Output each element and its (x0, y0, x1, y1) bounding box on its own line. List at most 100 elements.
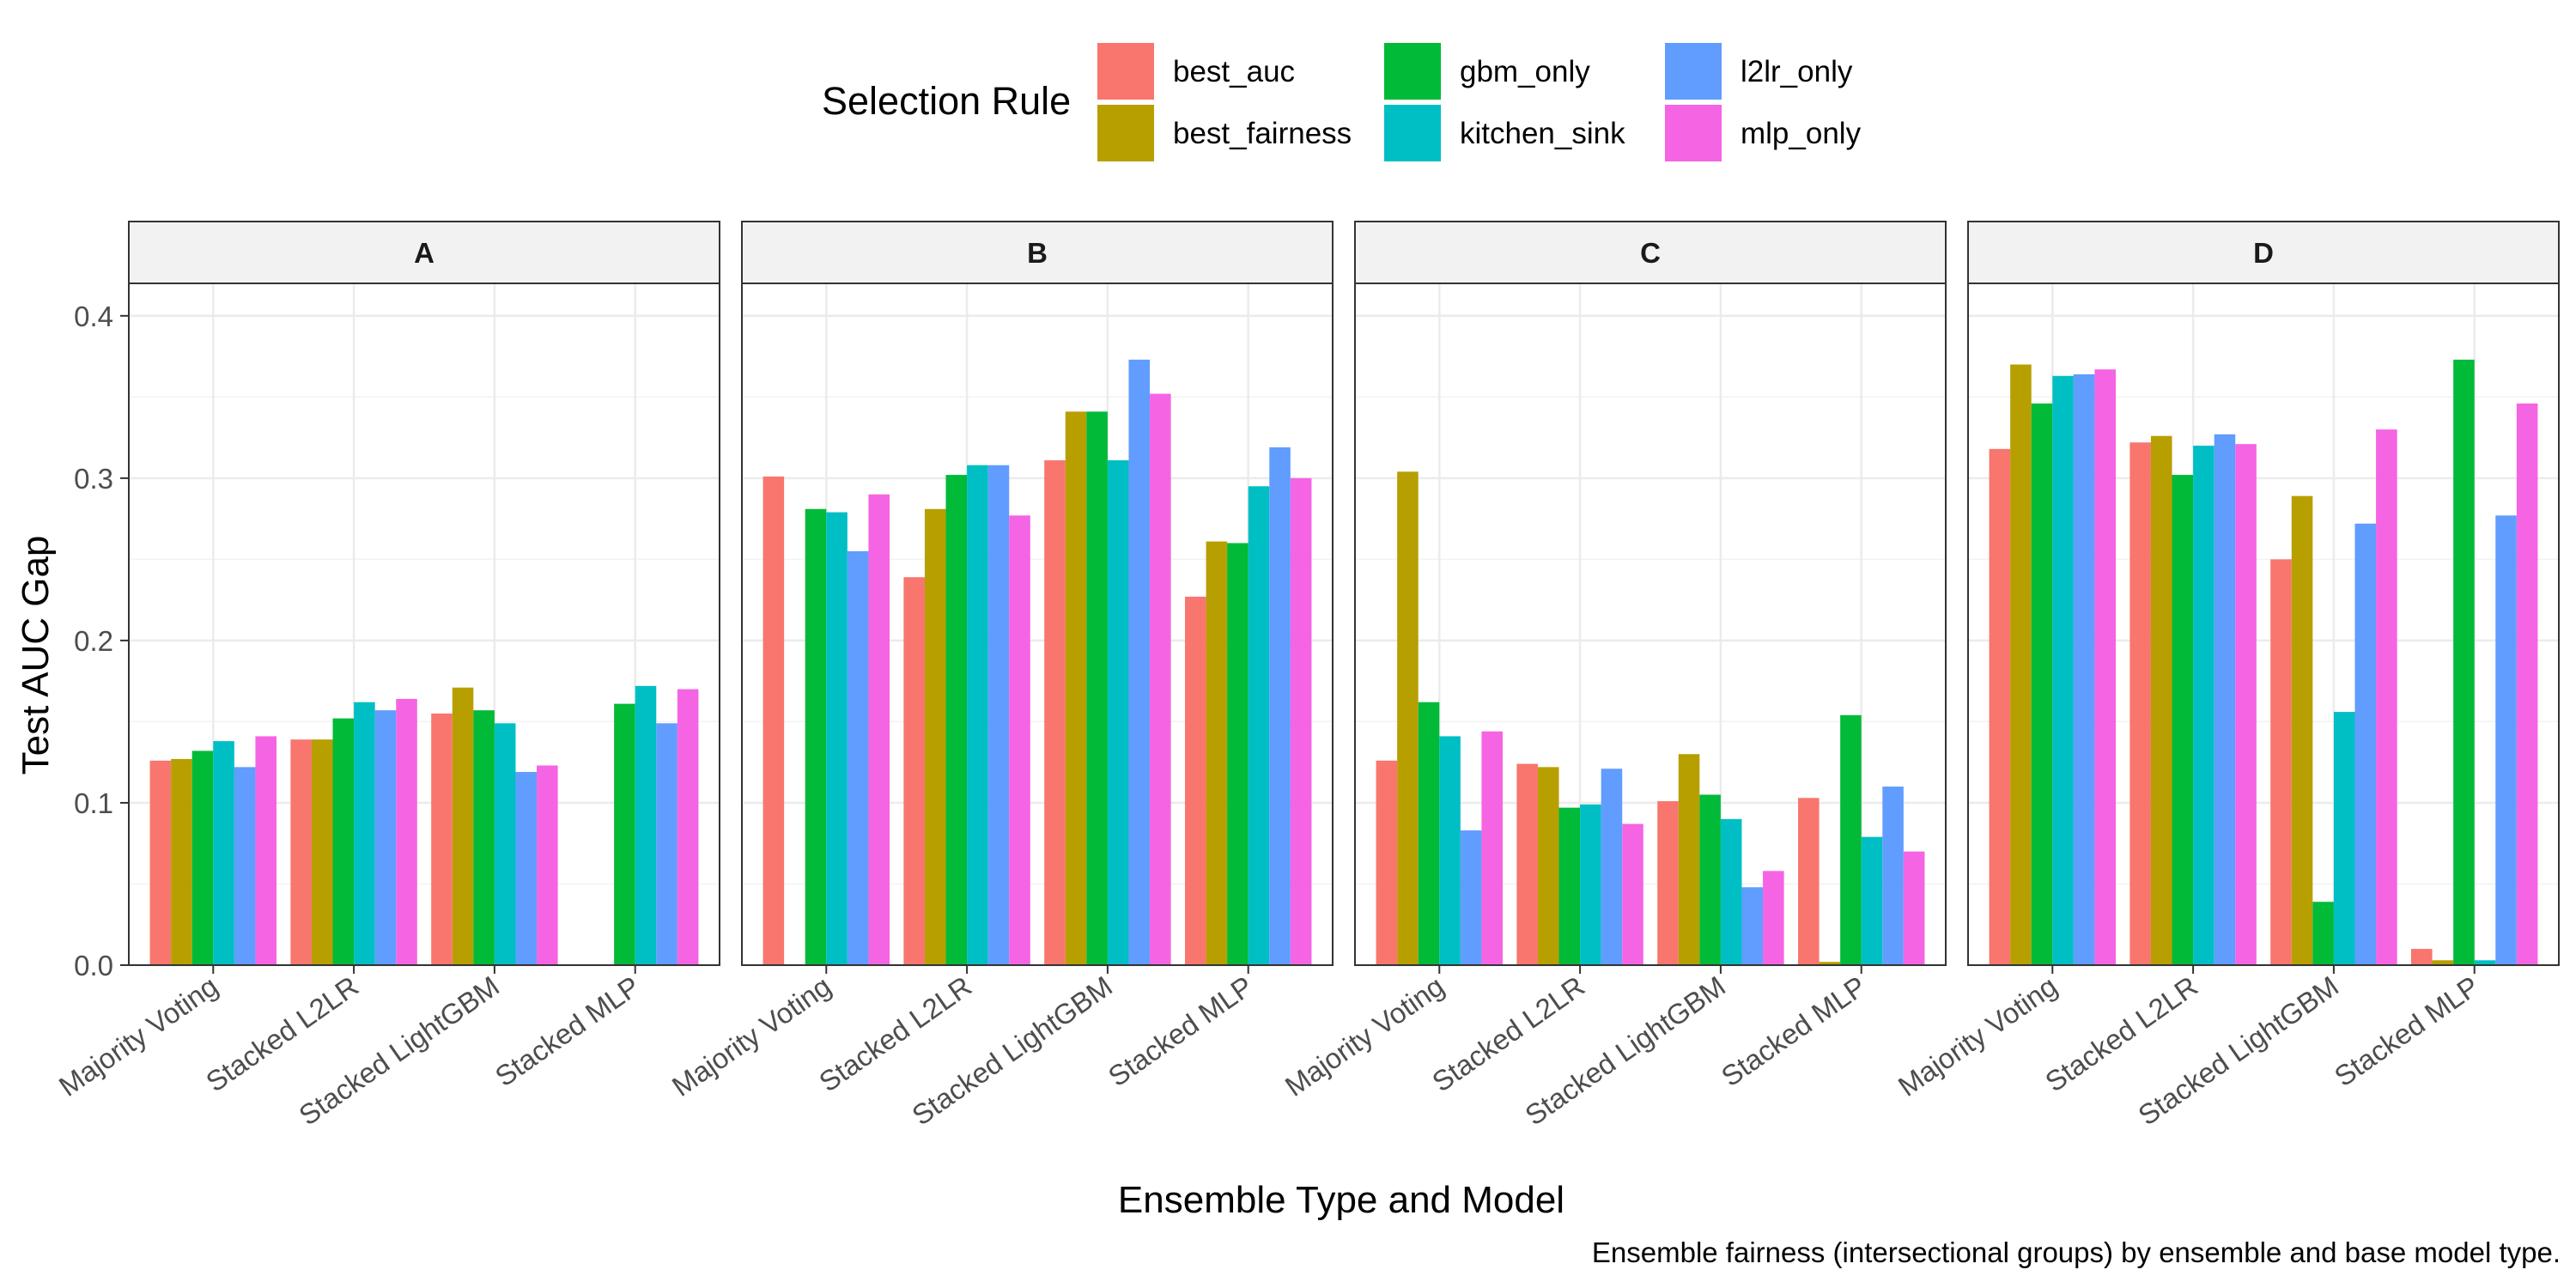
bar-D-stacked-mlp-l2lr_only (2495, 515, 2517, 965)
legend-key-kitchen_sink (1384, 105, 1441, 161)
legend-key-l2lr_only (1665, 43, 1722, 100)
bar-C-majority-voting-l2lr_only (1460, 830, 1482, 965)
legend-items: best_auc best_fairness gbm_only kitchen_sin… (1097, 43, 1862, 161)
bar-B-stacked-l2lr-best_fairness (924, 508, 946, 965)
panel-border-D (1967, 283, 2560, 966)
bar-A-stacked-l2lr-mlp_only (396, 698, 417, 965)
bar-D-majority-voting-gbm_only (2031, 403, 2053, 965)
bar-D-majority-voting-kitchen_sink (2052, 375, 2074, 965)
bar-C-stacked-mlp-mlp_only (1903, 851, 1925, 965)
bar-D-stacked-mlp-kitchen_sink (2474, 960, 2496, 965)
bar-A-majority-voting-gbm_only (191, 750, 214, 965)
bar-D-stacked-mlp-best_auc (2411, 949, 2433, 965)
x-axis-title: Ensemble Type and Model (1118, 1179, 1564, 1221)
bar-D-stacked-mlp-best_fairness (2432, 960, 2454, 965)
bar-B-stacked-l2lr-l2lr_only (987, 465, 1010, 965)
legend-item-best_fairness: best_fairness (1097, 105, 1352, 161)
bar-B-majority-voting-kitchen_sink (826, 512, 848, 965)
legend-key-gbm_only (1384, 43, 1441, 100)
bar-D-stacked-lightgbm-best_auc (2270, 559, 2292, 965)
bar-B-stacked-mlp-best_fairness (1206, 541, 1228, 965)
bar-C-stacked-l2lr-best_auc (1516, 763, 1538, 965)
bar-B-stacked-mlp-gbm_only (1227, 543, 1249, 965)
legend-label-best_fairness: best_fairness (1173, 117, 1352, 150)
chart-caption: Ensemble fairness (intersectional groups… (1592, 1236, 2561, 1268)
legend-item-kitchen_sink: kitchen_sink (1384, 105, 1625, 161)
bar-B-stacked-lightgbm-kitchen_sink (1107, 460, 1129, 965)
bar-B-majority-voting-gbm_only (805, 508, 827, 965)
y-tick-label: 0.3 (74, 463, 113, 495)
bar-C-stacked-mlp-l2lr_only (1882, 787, 1904, 965)
bar-C-stacked-mlp-best_auc (1798, 798, 1820, 965)
panel-border-C (1354, 283, 1947, 966)
bar-B-majority-voting-best_auc (762, 476, 785, 965)
bar-C-stacked-l2lr-gbm_only (1558, 807, 1581, 965)
bar-B-stacked-mlp-mlp_only (1290, 477, 1312, 965)
bar-C-stacked-lightgbm-best_auc (1657, 801, 1679, 965)
bar-D-stacked-l2lr-l2lr_only (2214, 434, 2236, 965)
bar-A-stacked-l2lr-gbm_only (332, 718, 355, 965)
bar-B-stacked-lightgbm-gbm_only (1086, 411, 1108, 966)
bar-B-majority-voting-mlp_only (868, 494, 890, 965)
bar-B-stacked-lightgbm-mlp_only (1150, 393, 1171, 965)
legend-label-kitchen_sink: kitchen_sink (1460, 117, 1625, 150)
legend-key-best_fairness (1097, 105, 1154, 161)
strip-label-D: D (2253, 237, 2274, 269)
bar-A-stacked-l2lr-best_fairness (311, 739, 333, 965)
legend-item-best_auc: best_auc (1097, 43, 1295, 100)
legend-label-l2lr_only: l2lr_only (1741, 55, 1853, 88)
bar-A-majority-voting-mlp_only (255, 736, 276, 965)
bar-C-stacked-lightgbm-best_fairness (1678, 754, 1700, 965)
bar-B-stacked-l2lr-best_auc (903, 577, 925, 965)
bar-C-majority-voting-best_fairness (1397, 471, 1419, 965)
bar-C-majority-voting-kitchen_sink (1439, 736, 1461, 965)
legend-item-mlp_only: mlp_only (1665, 105, 1862, 161)
bar-A-majority-voting-best_auc (149, 760, 172, 965)
bar-D-majority-voting-best_fairness (2010, 364, 2032, 965)
bar-A-stacked-l2lr-l2lr_only (374, 710, 397, 965)
bar-C-majority-voting-gbm_only (1418, 702, 1440, 965)
strip-label-C: C (1640, 237, 1661, 269)
bar-B-stacked-mlp-kitchen_sink (1248, 486, 1270, 965)
bar-A-majority-voting-l2lr_only (234, 767, 256, 965)
legend-label-best_auc: best_auc (1173, 55, 1295, 88)
y-axis: 0.0 0.1 0.2 0.3 0.4 (74, 301, 129, 981)
bar-D-stacked-lightgbm-l2lr_only (2354, 523, 2377, 965)
y-tick-label: 0.1 (74, 787, 113, 819)
bar-A-stacked-l2lr-kitchen_sink (354, 702, 375, 965)
bar-D-stacked-lightgbm-best_fairness (2291, 495, 2313, 965)
bar-D-stacked-l2lr-best_auc (2129, 442, 2151, 965)
bar-A-stacked-mlp-kitchen_sink (635, 685, 657, 965)
bar-C-stacked-lightgbm-kitchen_sink (1720, 818, 1742, 965)
strip-D (1967, 221, 2560, 284)
bar-B-stacked-l2lr-kitchen_sink (967, 465, 988, 965)
bar-C-stacked-mlp-best_fairness (1819, 962, 1841, 965)
bar-A-stacked-mlp-mlp_only (677, 689, 699, 965)
bar-D-stacked-l2lr-gbm_only (2172, 475, 2194, 965)
y-tick-label: 0.4 (74, 301, 113, 332)
bar-D-stacked-l2lr-mlp_only (2235, 444, 2257, 965)
bar-A-stacked-mlp-l2lr_only (656, 723, 677, 965)
y-tick-label: 0.0 (74, 950, 113, 981)
bar-D-stacked-lightgbm-gbm_only (2312, 902, 2334, 965)
bar-A-stacked-lightgbm-kitchen_sink (494, 723, 516, 965)
bar-C-stacked-mlp-gbm_only (1840, 714, 1862, 965)
bar-A-stacked-lightgbm-best_fairness (452, 687, 474, 965)
bar-D-majority-voting-mlp_only (2094, 369, 2116, 965)
bar-D-stacked-mlp-mlp_only (2516, 403, 2538, 965)
bar-A-stacked-l2lr-best_auc (290, 739, 312, 965)
bar-C-stacked-l2lr-l2lr_only (1601, 769, 1623, 965)
bar-C-stacked-l2lr-best_fairness (1537, 767, 1559, 965)
bar-A-majority-voting-kitchen_sink (213, 741, 234, 965)
strip-label-B: B (1027, 237, 1048, 269)
bar-B-stacked-lightgbm-best_fairness (1065, 411, 1087, 966)
bar-C-stacked-lightgbm-gbm_only (1699, 794, 1721, 965)
strip-A (128, 221, 720, 284)
bar-D-majority-voting-l2lr_only (2073, 374, 2095, 965)
bar-C-stacked-mlp-kitchen_sink (1861, 836, 1883, 965)
strip-label-A: A (414, 237, 434, 269)
bar-C-stacked-lightgbm-l2lr_only (1741, 887, 1764, 965)
bar-D-stacked-mlp-gbm_only (2453, 359, 2475, 966)
